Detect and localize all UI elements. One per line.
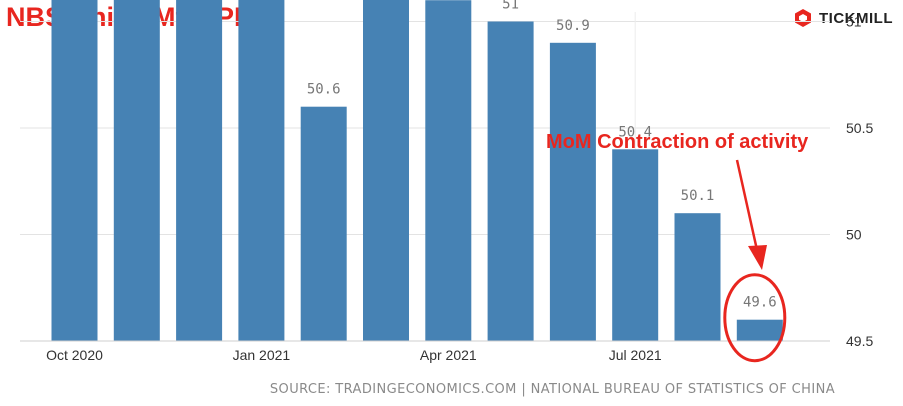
bar-value-label: 50.6 [307, 82, 341, 98]
bar [549, 42, 596, 342]
annotation-graphics [723, 159, 787, 363]
annotation-text: MoM Contraction of activity [546, 131, 809, 153]
bar [238, 0, 285, 341]
bar-value-label: 49.6 [743, 295, 777, 311]
bar [487, 21, 534, 341]
y-tick-label: 50 [846, 227, 862, 243]
annotation-arrow-line [735, 159, 759, 251]
bar [425, 0, 472, 341]
brand-name: TICKMILL [819, 9, 893, 27]
bar [113, 0, 160, 341]
bar [363, 0, 409, 342]
annotation-arrow-head [748, 245, 767, 270]
x-tick-label: Jan 2021 [233, 347, 291, 363]
y-tick-label: 51 [846, 14, 862, 30]
bar-value-label: 50.4 [618, 124, 652, 140]
bars [51, 0, 783, 342]
x-axis: Oct 2020 Jan 2021 Apr 2021 Jul 2021 [20, 340, 830, 363]
bar [176, 0, 223, 342]
bar-value-label: 50.1 [681, 188, 715, 204]
bar [674, 213, 721, 341]
bar [612, 149, 659, 341]
x-tick-label: Jul 2021 [609, 347, 662, 363]
bar [736, 319, 783, 341]
bar-value-label: 50.9 [556, 18, 590, 34]
y-tick-label: 49.5 [846, 333, 873, 349]
bar-value-labels: 51.452.151.951.350.651.951.15150.950.450… [307, 0, 777, 311]
x-tick-label: Apr 2021 [420, 347, 477, 363]
brand-logo: TICKMILL [793, 8, 893, 28]
bar [51, 0, 98, 342]
bar-value-label: 51 [502, 0, 519, 13]
bar [300, 106, 347, 341]
x-tick-label: Oct 2020 [46, 347, 103, 363]
highlight-circle [723, 273, 787, 363]
source-note: SOURCE: TRADINGECONOMICS.COM | NATIONAL … [269, 382, 835, 397]
tickmill-logo-icon [795, 9, 812, 27]
y-tick-label: 50.5 [846, 120, 873, 136]
